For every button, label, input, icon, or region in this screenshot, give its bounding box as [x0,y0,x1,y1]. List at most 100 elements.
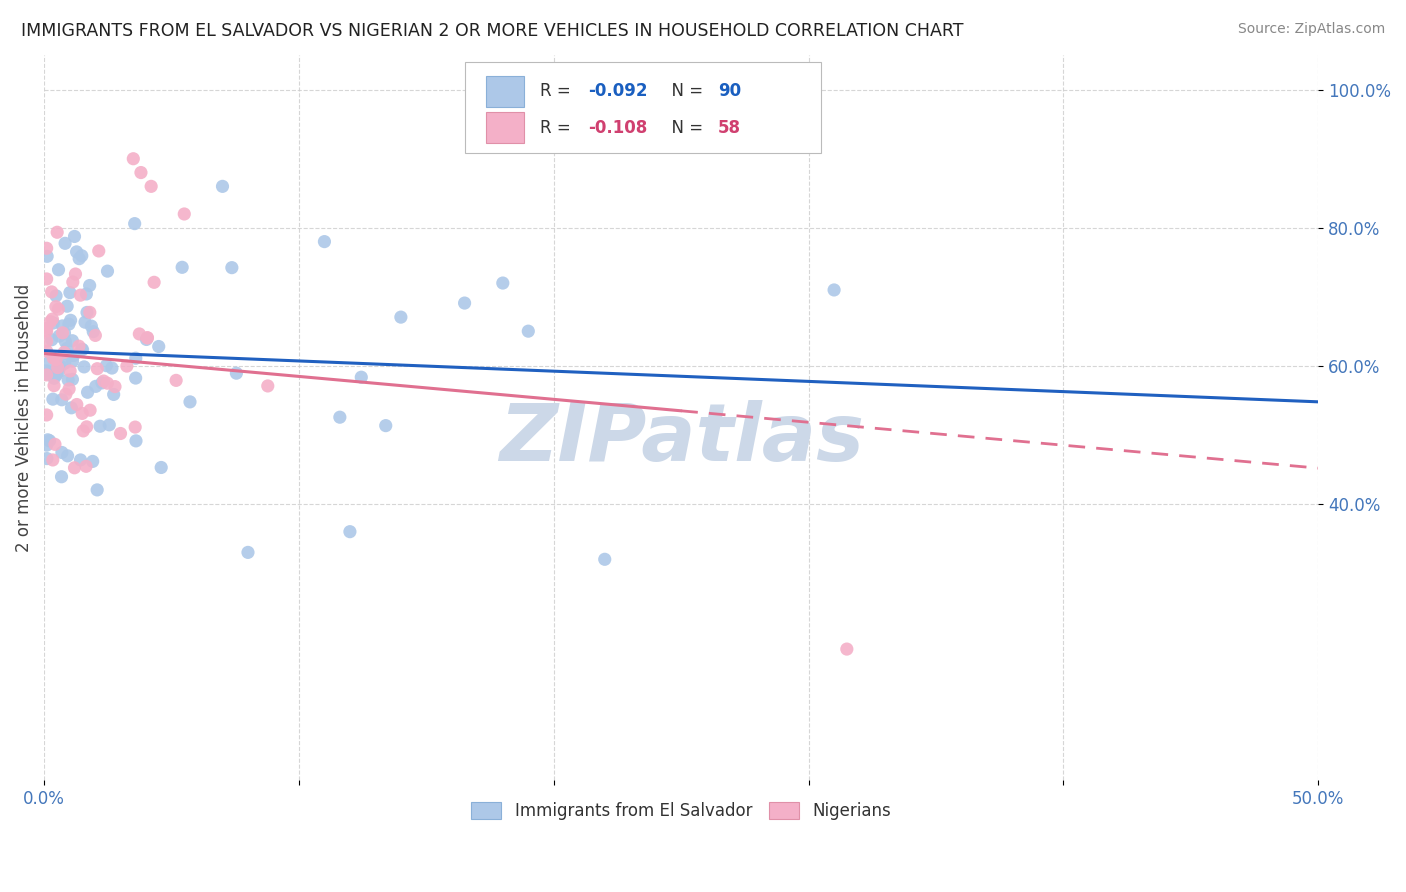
Point [53,326,76,340]
Point [35,451,58,466]
Point [65,244,87,259]
Point [53,236,76,251]
Text: 58: 58 [718,119,741,136]
Point [82,325,104,339]
Point [62,354,84,368]
Text: Source: ZipAtlas.com: Source: ZipAtlas.com [1237,22,1385,37]
Point [82,454,104,468]
Text: R =: R = [540,119,576,136]
Point [41,333,63,347]
Bar [486,76,524,107]
Point [42,392,65,406]
Point [128,326,150,341]
Bar [486,112,524,143]
Point [48,262,70,277]
Point [76,420,98,434]
Point [46,363,69,377]
Point [37,249,59,263]
Point [42,378,65,392]
Point [58,317,80,331]
Point [59,349,82,363]
Point [172,260,194,275]
Point [53,334,76,349]
Point [236,545,259,559]
Point [75,459,97,474]
Point [79,305,101,319]
Point [38,434,60,448]
Point [96,264,118,278]
Point [115,359,138,373]
Point [350,370,373,384]
Point [96,359,118,373]
Point [46,225,69,239]
Point [76,385,98,400]
Point [314,235,336,249]
Point [45,368,67,382]
Point [60,401,83,415]
Point [136,331,159,345]
Point [59,364,82,378]
Point [101,361,124,376]
Point [93,374,115,388]
Point [211,179,233,194]
Point [136,331,159,345]
Point [44,437,66,451]
Point [70,249,93,263]
Point [59,285,82,300]
Point [339,524,361,539]
Point [48,365,70,379]
Point [124,217,146,231]
Point [69,288,91,302]
Point [221,260,243,275]
Point [492,276,515,290]
Point [35,241,58,255]
Point [35,408,58,422]
Point [45,289,67,303]
Point [823,283,845,297]
Point [124,420,146,434]
Point [66,397,89,411]
Point [53,356,76,370]
Point [38,354,60,368]
Point [67,252,90,266]
Point [41,285,63,299]
Point [75,287,97,301]
Point [48,329,70,343]
Point [35,321,58,335]
FancyBboxPatch shape [464,62,821,153]
Point [73,359,96,374]
Point [48,302,70,317]
Point [56,449,79,463]
Point [593,552,616,566]
Point [72,424,94,438]
Point [39,315,62,329]
Point [98,417,121,432]
Point [67,339,90,353]
Point [129,165,152,179]
Point [42,316,65,330]
Point [49,359,72,373]
Point [86,483,108,497]
Point [42,351,65,365]
Point [55,346,77,360]
Point [89,419,111,434]
Point [46,360,69,375]
Point [143,275,166,289]
Point [63,460,86,475]
Point [60,334,83,348]
Point [96,376,118,391]
Point [58,382,80,396]
Point [79,278,101,293]
Point [517,324,540,338]
Point [69,453,91,467]
Point [37,433,59,447]
Point [63,229,86,244]
Point [53,345,76,359]
Point [56,341,79,355]
Point [139,179,162,194]
Point [80,319,103,334]
Point [110,426,132,441]
Point [35,272,58,286]
Text: 90: 90 [718,82,741,101]
Point [70,342,93,356]
